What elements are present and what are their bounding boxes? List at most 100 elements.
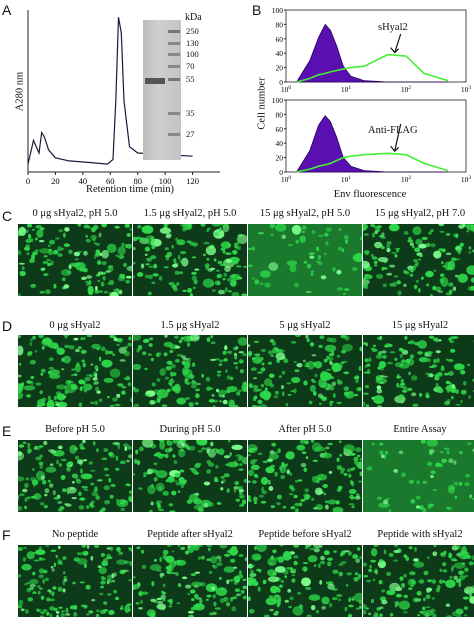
cell-blob	[101, 457, 108, 460]
flow-x-tick-label: 100	[281, 85, 292, 94]
cell-blob	[159, 572, 165, 577]
cell-blob	[442, 569, 448, 573]
cell-blob	[248, 499, 252, 502]
cell-blob	[82, 362, 86, 368]
micrograph-cells	[133, 440, 247, 512]
cell-blob	[74, 258, 79, 261]
cell-blob	[363, 392, 369, 395]
cell-blob	[79, 552, 83, 556]
cell-blob	[91, 343, 101, 350]
cell-blob	[231, 606, 237, 612]
cell-blob	[56, 459, 59, 465]
cell-blob	[272, 549, 277, 554]
cell-blob	[218, 363, 223, 367]
cell-blob	[416, 480, 420, 485]
cell-blob	[426, 283, 430, 287]
cell-blob	[306, 337, 310, 343]
cell-blob	[128, 490, 132, 495]
flow-bottom-series-label: Anti-FLAG	[368, 125, 418, 136]
cell-blob	[271, 442, 277, 447]
cell-blob	[50, 565, 54, 569]
cell-blob	[63, 571, 66, 575]
cell-blob	[326, 355, 331, 360]
cell-blob	[401, 583, 406, 588]
cell-blob	[382, 354, 387, 359]
cell-blob	[253, 473, 258, 478]
cell-blob	[32, 468, 35, 471]
cell-blob	[133, 275, 135, 278]
micrograph-cells	[18, 545, 132, 617]
cell-blob	[155, 452, 162, 457]
cell-blob	[29, 359, 36, 365]
cell-blob	[339, 440, 342, 444]
cell-blob	[184, 397, 190, 400]
panel-letter-d: D	[2, 318, 13, 334]
cell-blob	[412, 597, 420, 603]
cell-blob	[172, 550, 175, 553]
cell-blob	[26, 380, 32, 384]
cell-blob	[41, 480, 47, 485]
cell-blob	[373, 395, 385, 405]
cell-blob	[451, 545, 459, 551]
cell-blob	[62, 580, 66, 586]
cell-blob	[323, 550, 330, 556]
cell-blob	[110, 483, 116, 488]
flow-stained-histogram	[296, 152, 449, 173]
cell-blob	[463, 606, 469, 610]
cell-blob	[145, 235, 155, 245]
fluorescence-micrograph	[18, 335, 132, 407]
cell-blob	[59, 463, 62, 467]
cell-blob	[188, 336, 192, 339]
cell-blob	[142, 440, 154, 448]
cell-blob	[179, 259, 183, 263]
cell-blob	[234, 460, 237, 465]
cell-blob	[147, 353, 152, 356]
cell-blob	[356, 454, 361, 458]
cell-blob	[439, 579, 443, 584]
cell-blob	[121, 500, 128, 503]
cell-blob	[182, 357, 189, 361]
cell-blob	[323, 492, 327, 496]
cell-blob	[338, 228, 342, 231]
cell-blob	[49, 613, 53, 617]
cell-blob	[166, 233, 172, 237]
cell-blob	[142, 339, 149, 343]
cell-blob	[43, 504, 48, 509]
cell-blob	[219, 224, 223, 226]
cell-blob	[210, 556, 218, 564]
cell-blob	[381, 589, 386, 593]
cell-blob	[305, 586, 312, 591]
cell-blob	[82, 440, 86, 444]
cell-blob	[463, 614, 468, 617]
cell-blob	[353, 577, 360, 581]
cell-blob	[228, 440, 231, 443]
cell-blob	[297, 479, 303, 482]
cell-blob	[26, 551, 35, 560]
cell-blob	[277, 448, 281, 454]
cell-blob	[191, 381, 197, 384]
cell-blob	[348, 604, 354, 608]
cell-blob	[286, 260, 298, 266]
cell-blob	[95, 251, 100, 257]
cell-blob	[224, 345, 228, 351]
cell-blob	[218, 576, 222, 580]
cell-blob	[18, 505, 23, 511]
cell-blob	[330, 361, 334, 366]
cell-blob	[316, 246, 320, 252]
cell-blob	[471, 287, 474, 290]
cell-blob	[32, 571, 36, 576]
panel-letter-a: A	[2, 2, 12, 18]
cell-blob	[29, 583, 36, 588]
cell-blob	[290, 566, 293, 572]
cell-blob	[101, 224, 107, 228]
cell-blob	[84, 376, 91, 382]
cell-blob	[376, 273, 384, 279]
cell-blob	[162, 598, 166, 602]
cell-blob	[63, 355, 71, 364]
cell-blob	[115, 455, 119, 461]
cell-blob	[253, 340, 259, 343]
cell-blob	[220, 475, 225, 479]
cell-blob	[19, 493, 25, 497]
cell-blob	[436, 358, 440, 363]
